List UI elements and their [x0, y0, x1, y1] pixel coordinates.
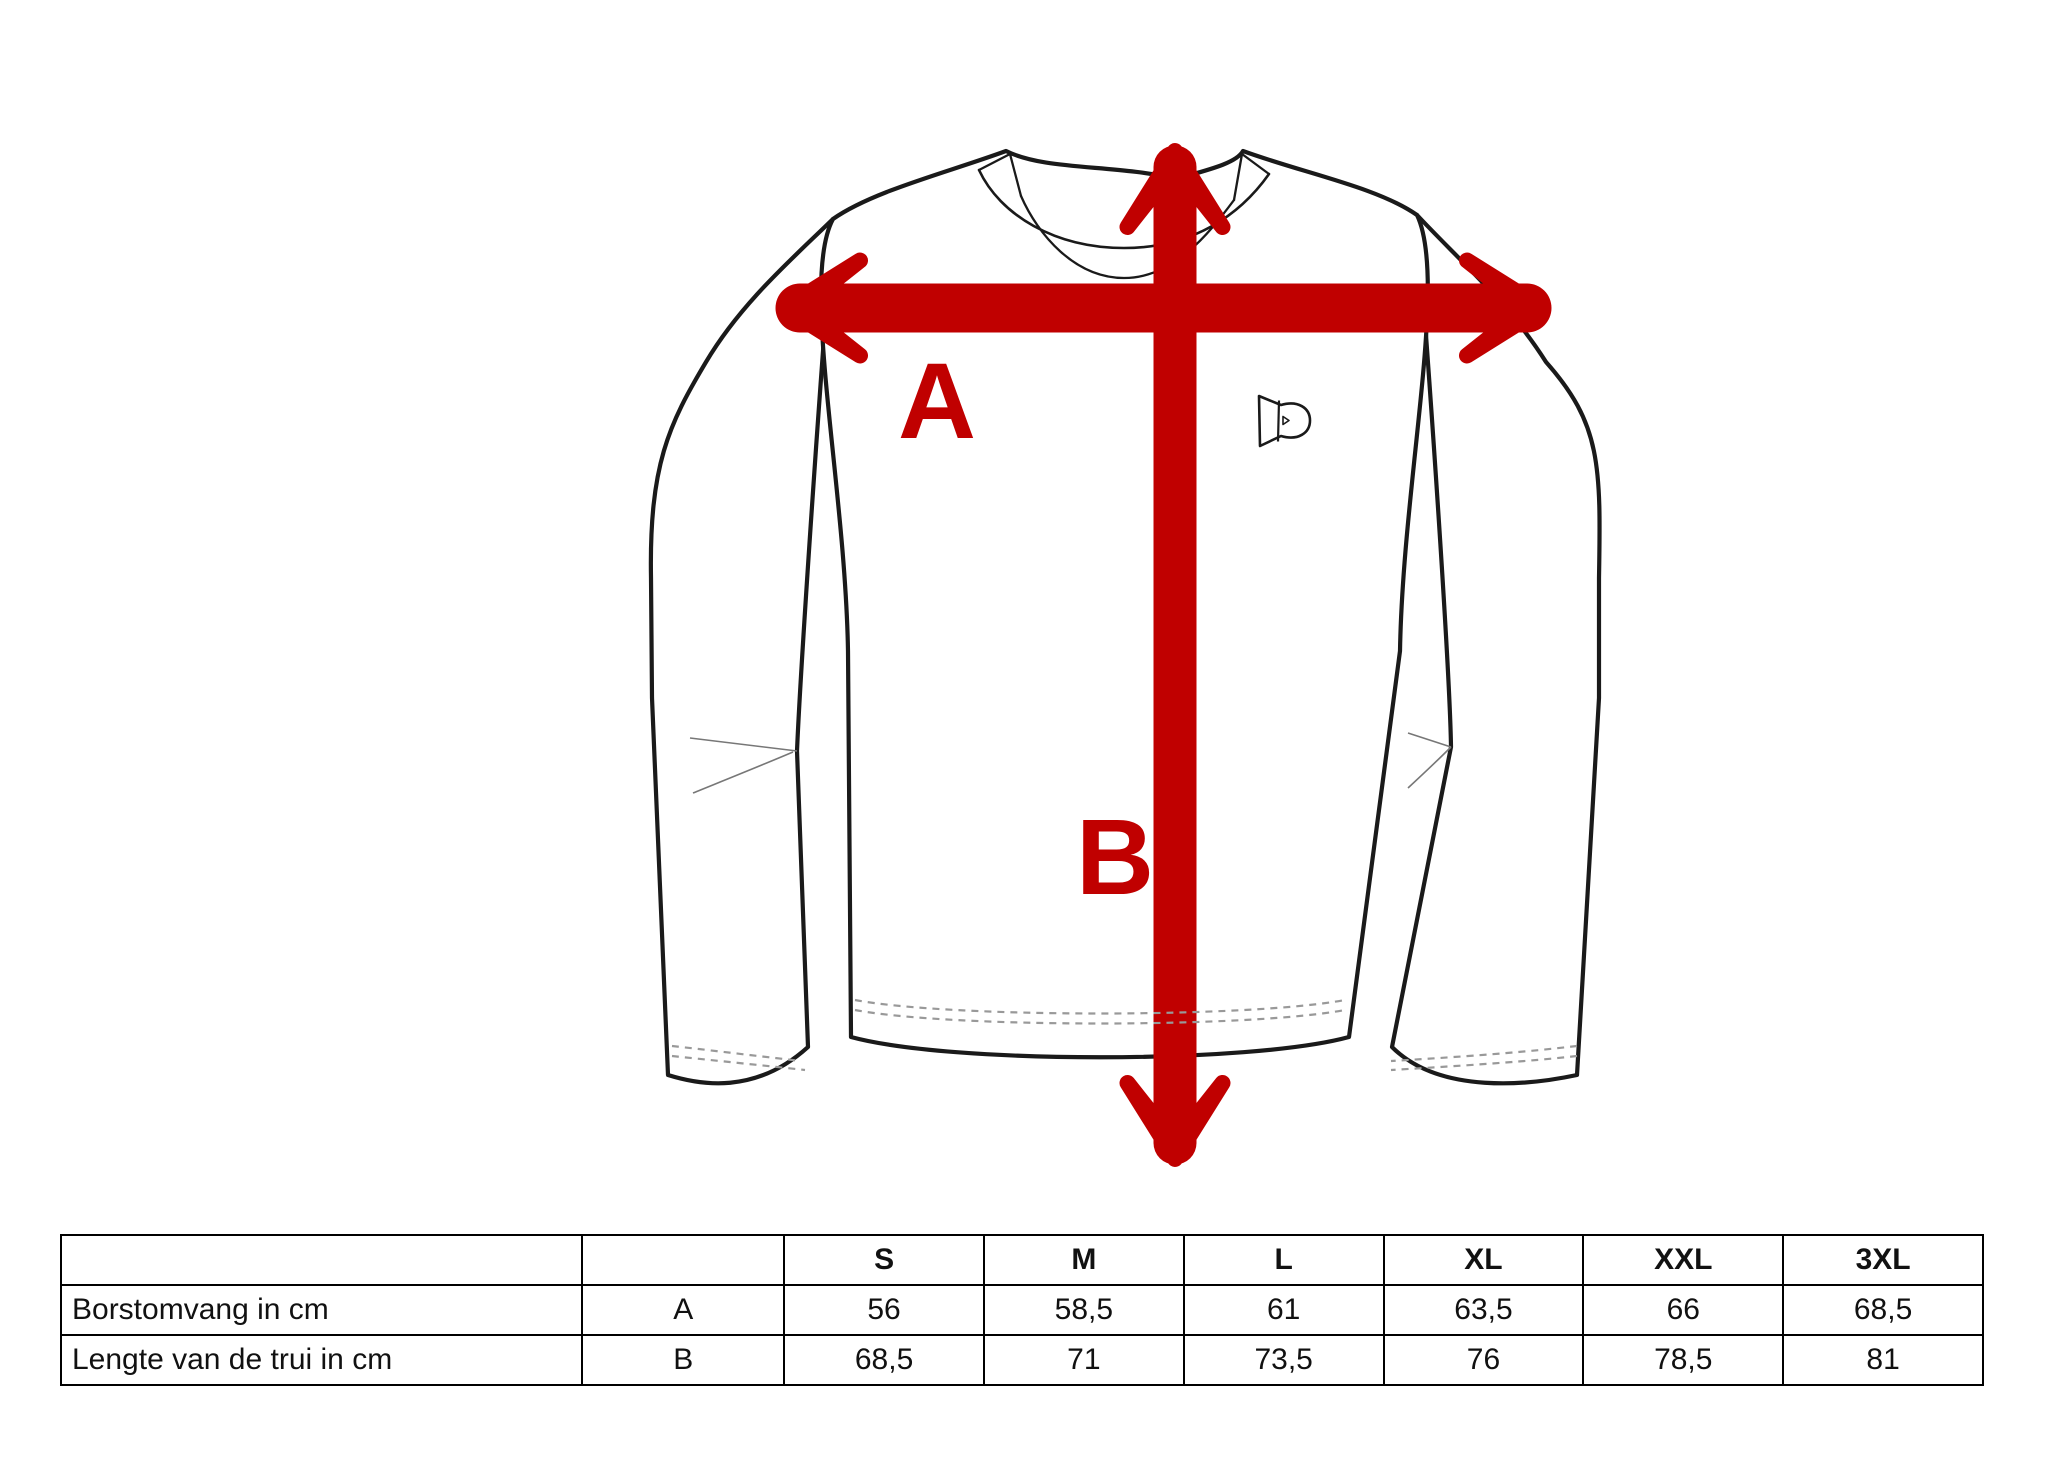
svg-text:B: B: [1076, 796, 1154, 917]
svg-text:A: A: [898, 340, 976, 461]
